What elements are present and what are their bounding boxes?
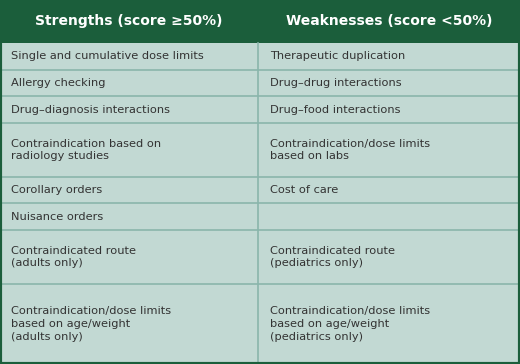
Text: Corollary orders: Corollary orders xyxy=(11,185,102,195)
Text: Weaknesses (score <50%): Weaknesses (score <50%) xyxy=(286,15,492,28)
Text: Contraindication/dose limits
based on labs: Contraindication/dose limits based on la… xyxy=(270,139,430,161)
Text: Cost of care: Cost of care xyxy=(270,185,338,195)
Text: Allergy checking: Allergy checking xyxy=(11,78,106,88)
Text: Nuisance orders: Nuisance orders xyxy=(11,212,103,222)
Text: Contraindicated route
(adults only): Contraindicated route (adults only) xyxy=(11,246,136,268)
Text: Contraindicated route
(pediatrics only): Contraindicated route (pediatrics only) xyxy=(270,246,395,268)
Text: Drug–drug interactions: Drug–drug interactions xyxy=(270,78,401,88)
Text: Contraindication based on
radiology studies: Contraindication based on radiology stud… xyxy=(11,139,162,161)
Text: Strengths (score ≥50%): Strengths (score ≥50%) xyxy=(35,15,223,28)
Text: Drug–diagnosis interactions: Drug–diagnosis interactions xyxy=(11,105,171,115)
Text: Single and cumulative dose limits: Single and cumulative dose limits xyxy=(11,51,204,61)
Text: Therapeutic duplication: Therapeutic duplication xyxy=(270,51,405,61)
Text: Contraindication/dose limits
based on age/weight
(pediatrics only): Contraindication/dose limits based on ag… xyxy=(270,306,430,342)
Text: Drug–food interactions: Drug–food interactions xyxy=(270,105,400,115)
Bar xyxy=(0,0,520,43)
Text: Contraindication/dose limits
based on age/weight
(adults only): Contraindication/dose limits based on ag… xyxy=(11,306,172,342)
